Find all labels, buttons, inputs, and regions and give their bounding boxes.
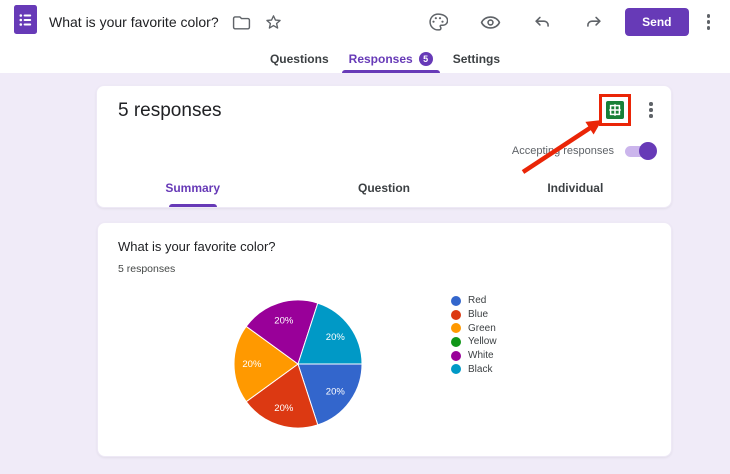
pie-slice-percent-black: 20% xyxy=(326,332,346,343)
responses-more-options-icon[interactable] xyxy=(641,98,661,122)
view-tab-individual[interactable]: Individual xyxy=(480,169,671,207)
preview-eye-icon[interactable] xyxy=(477,9,503,35)
responses-view-tabs: Summary Question Individual xyxy=(97,169,671,207)
pie-chart: 20% 20% 20% 20% 20% xyxy=(233,299,363,429)
legend-label-white: White xyxy=(468,350,494,362)
responses-heading: 5 responses xyxy=(118,100,222,121)
pie-slice-white xyxy=(245,299,319,365)
legend-dot-yellow xyxy=(451,336,461,347)
responses-panel-card: 5 responses Accepting responses xyxy=(96,85,672,208)
legend-item-blue: Blue xyxy=(451,308,497,322)
tab-settings-label: Settings xyxy=(452,51,501,66)
legend-item-green: Green xyxy=(451,321,497,335)
tab-questions[interactable]: Questions xyxy=(267,44,332,73)
legend-label-green: Green xyxy=(468,322,496,334)
question-response-count: 5 responses xyxy=(118,263,176,275)
question-summary-card: What is your favorite color? 5 responses… xyxy=(97,222,672,457)
pie-slice-black xyxy=(297,302,363,365)
tab-settings[interactable]: Settings xyxy=(450,44,503,73)
pie-slice-red xyxy=(297,363,363,426)
legend-label-blue: Blue xyxy=(468,309,489,321)
accepting-responses-toggle[interactable] xyxy=(625,142,657,160)
legend-dot-blue xyxy=(451,309,461,320)
chart-legend: Red Blue Green Yellow White xyxy=(451,294,497,376)
view-tab-question-label: Question xyxy=(357,181,410,195)
pie-slice-percent-white: 20% xyxy=(274,315,294,326)
legend-item-yellow: Yellow xyxy=(451,335,497,349)
view-tab-summary-label: Summary xyxy=(165,181,221,195)
link-to-sheets-button[interactable] xyxy=(599,94,631,126)
tab-responses[interactable]: Responses 5 xyxy=(341,44,440,73)
legend-item-black: Black xyxy=(451,362,497,376)
pie-slice-green xyxy=(233,325,299,403)
tab-responses-label: Responses xyxy=(348,51,413,66)
question-title: What is your favorite color? xyxy=(118,239,276,254)
view-tab-individual-label: Individual xyxy=(547,181,604,195)
customize-theme-palette-icon[interactable] xyxy=(425,9,451,35)
pie-slice-percent-green: 20% xyxy=(242,359,262,370)
view-tab-summary[interactable]: Summary xyxy=(97,169,288,207)
tab-questions-label: Questions xyxy=(269,51,329,66)
send-button[interactable]: Send xyxy=(625,8,689,36)
legend-item-red: Red xyxy=(451,294,497,308)
legend-dot-green xyxy=(451,323,461,334)
pie-chart-container: 20% 20% 20% 20% 20% xyxy=(228,294,368,434)
toolbar xyxy=(419,9,607,35)
star-icon[interactable] xyxy=(261,9,287,35)
accepting-responses-label: Accepting responses xyxy=(511,145,614,157)
accepting-responses-row: Accepting responses xyxy=(511,142,657,160)
undo-icon[interactable] xyxy=(529,9,555,35)
main-content: 5 responses Accepting responses xyxy=(0,73,730,474)
legend-dot-white xyxy=(451,350,461,361)
pie-slice-percent-blue: 20% xyxy=(274,403,294,414)
legend-label-yellow: Yellow xyxy=(468,336,497,348)
more-options-icon[interactable] xyxy=(699,10,719,34)
legend-dot-red xyxy=(451,295,461,306)
google-sheets-icon xyxy=(606,101,624,119)
top-bar: What is your favorite color? xyxy=(0,0,730,44)
view-tab-question[interactable]: Question xyxy=(288,169,479,207)
form-title[interactable]: What is your favorite color? xyxy=(49,14,219,30)
pie-slice-percent-red: 20% xyxy=(326,386,346,397)
move-to-folder-icon[interactable] xyxy=(229,9,255,35)
google-forms-logo-icon[interactable] xyxy=(14,5,37,39)
legend-dot-black xyxy=(451,364,461,375)
legend-label-black: Black xyxy=(468,363,493,375)
pie-slice-blue xyxy=(245,363,319,429)
responses-count-badge: 5 xyxy=(418,51,433,66)
legend-item-white: White xyxy=(451,349,497,363)
redo-icon[interactable] xyxy=(581,9,607,35)
nav-tab-bar: Questions Responses 5 Settings xyxy=(0,44,730,73)
legend-label-red: Red xyxy=(468,295,487,307)
